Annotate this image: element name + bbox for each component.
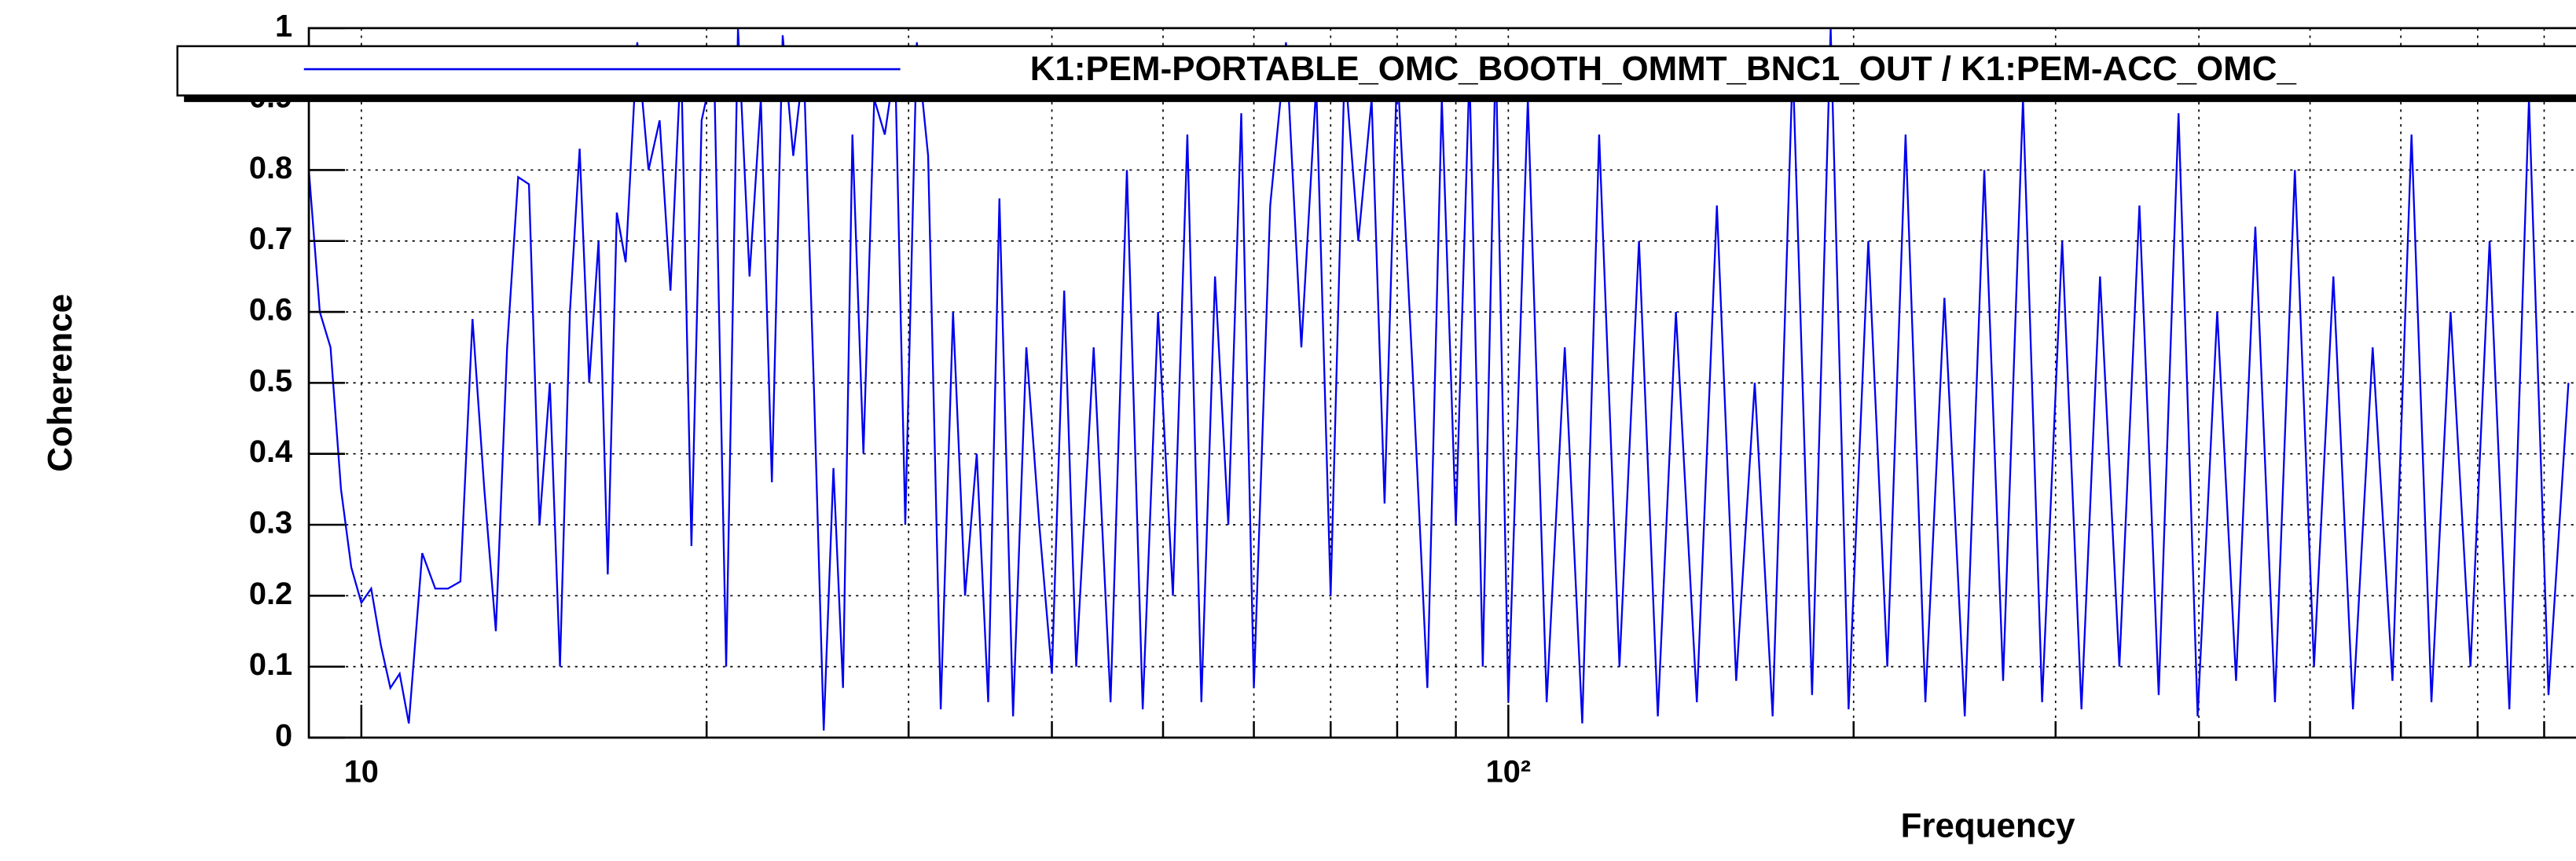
legend: K1:PEM-PORTABLE_OMC_BOOTH_OMMT_BNC1_OUT … (176, 45, 2576, 102)
y-tick-label: 1 (275, 9, 292, 43)
y-tick-label: 0.8 (249, 151, 292, 185)
y-tick-label: 0.2 (249, 577, 292, 611)
plot-area (309, 27, 2570, 731)
x-tick-label: 10 (344, 754, 379, 789)
y-tick-label: 0.7 (249, 222, 292, 256)
x-tick-label: 10² (1486, 754, 1531, 789)
axes: 00.10.20.30.40.50.60.70.80.911010² (249, 9, 2576, 789)
y-tick-label: 0.3 (249, 505, 292, 540)
y-axis-title: Coherence (41, 294, 79, 472)
y-tick-label: 0.6 (249, 293, 292, 328)
plot-frame (307, 27, 2576, 739)
data-line (309, 27, 2570, 731)
legend-box (176, 45, 2576, 97)
legend-label: K1:PEM-PORTABLE_OMC_BOOTH_OMMT_BNC1_OUT … (1030, 49, 2297, 88)
y-tick-label: 0.1 (249, 647, 292, 682)
y-tick-label: 0.4 (249, 434, 292, 469)
y-tick-label: 0.5 (249, 364, 292, 398)
y-tick-label: 0 (275, 718, 292, 753)
x-axis-title: Frequency (1901, 807, 2076, 845)
